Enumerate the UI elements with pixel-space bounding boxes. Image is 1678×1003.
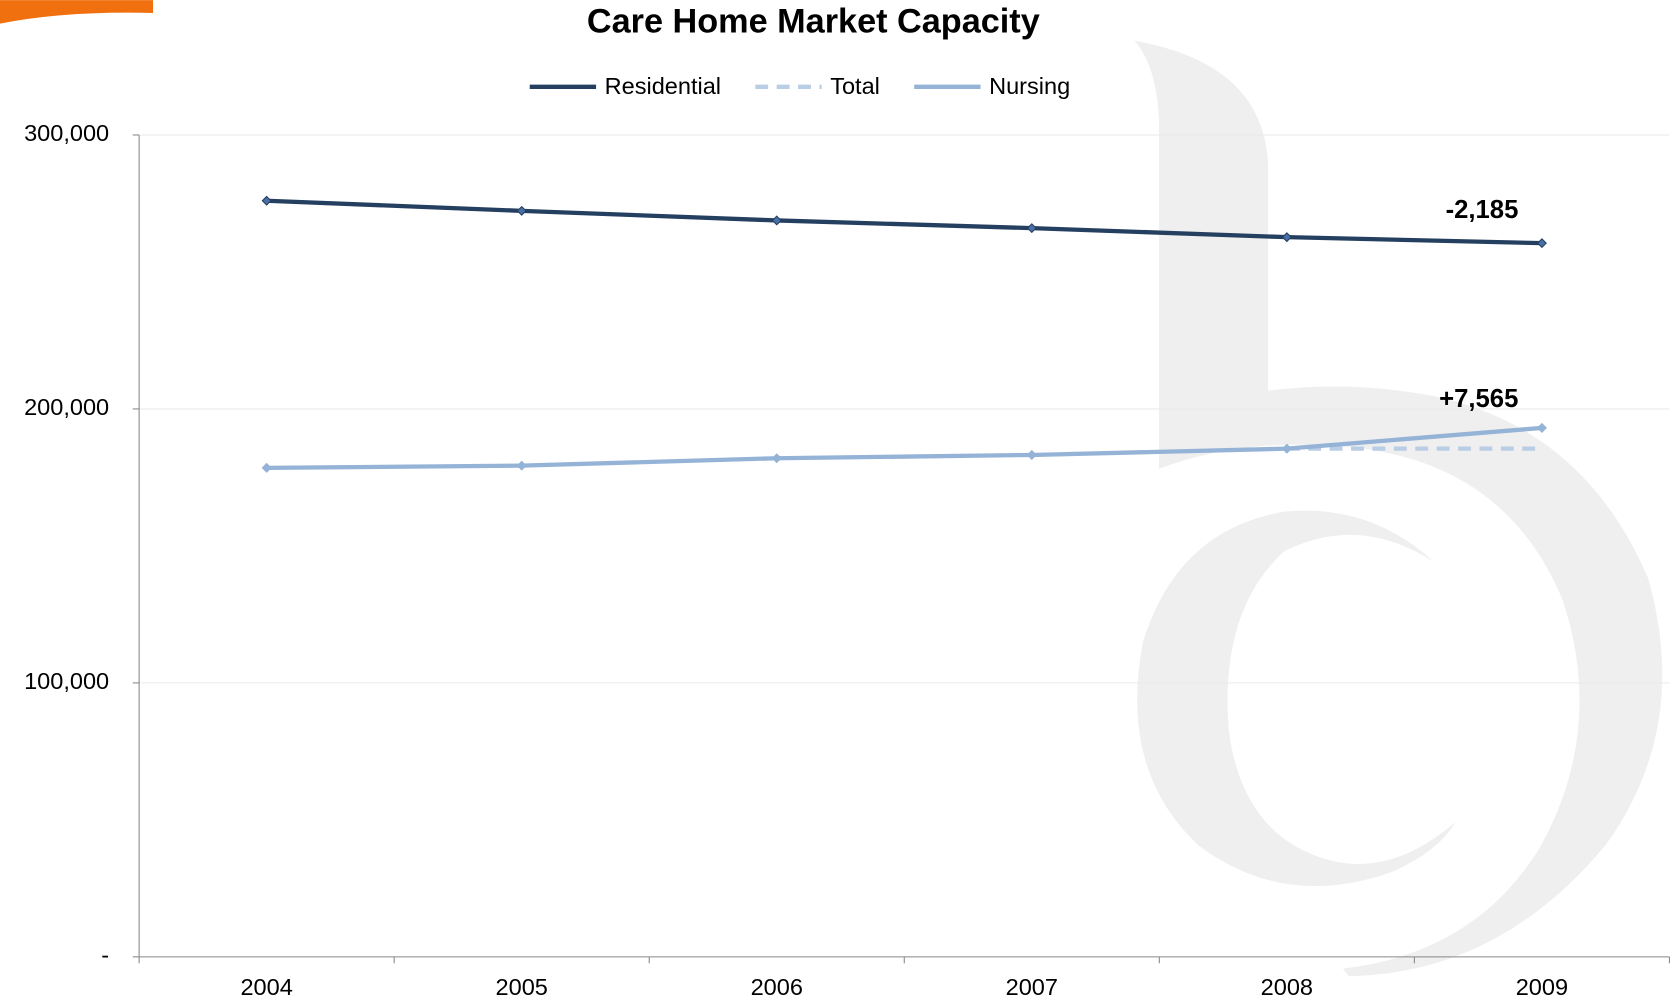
- y-tick-label: 100,000: [24, 668, 109, 694]
- legend-label: Residential: [605, 73, 721, 99]
- legend-label: Total: [830, 73, 880, 99]
- annotation: +7,565: [1439, 385, 1518, 413]
- data-point: [771, 453, 782, 464]
- watermark-logo: [1134, 40, 1663, 977]
- x-tick-label: 2007: [1006, 974, 1058, 1000]
- x-tick-label: 2004: [240, 974, 292, 1000]
- x-tick-label: 2005: [496, 974, 548, 1000]
- data-point: [1536, 238, 1547, 249]
- data-point: [1026, 223, 1037, 234]
- data-point: [1536, 422, 1547, 433]
- data-point: [261, 462, 272, 473]
- series-line: [266, 198, 1542, 246]
- x-tick-label: 2006: [751, 974, 803, 1000]
- y-tick-label: 300,000: [24, 120, 109, 146]
- annotation: -2,185: [1446, 196, 1519, 224]
- corner-decoration: [0, 0, 154, 24]
- legend-label: Nursing: [989, 73, 1070, 99]
- y-tick-label: -: [101, 942, 109, 968]
- data-point: [516, 460, 527, 471]
- y-tick-label: 200,000: [24, 394, 109, 420]
- data-point: [1281, 443, 1292, 454]
- data-point: [516, 205, 527, 216]
- data-point: [771, 215, 782, 226]
- data-point: [261, 195, 272, 206]
- data-point: [1026, 449, 1037, 460]
- series-line: [266, 425, 1543, 470]
- data-point: [1281, 232, 1292, 243]
- chart-title: Care Home Market Capacity: [587, 3, 1040, 41]
- x-tick-label: 2008: [1261, 974, 1313, 1000]
- x-tick-label: 2009: [1516, 974, 1568, 1000]
